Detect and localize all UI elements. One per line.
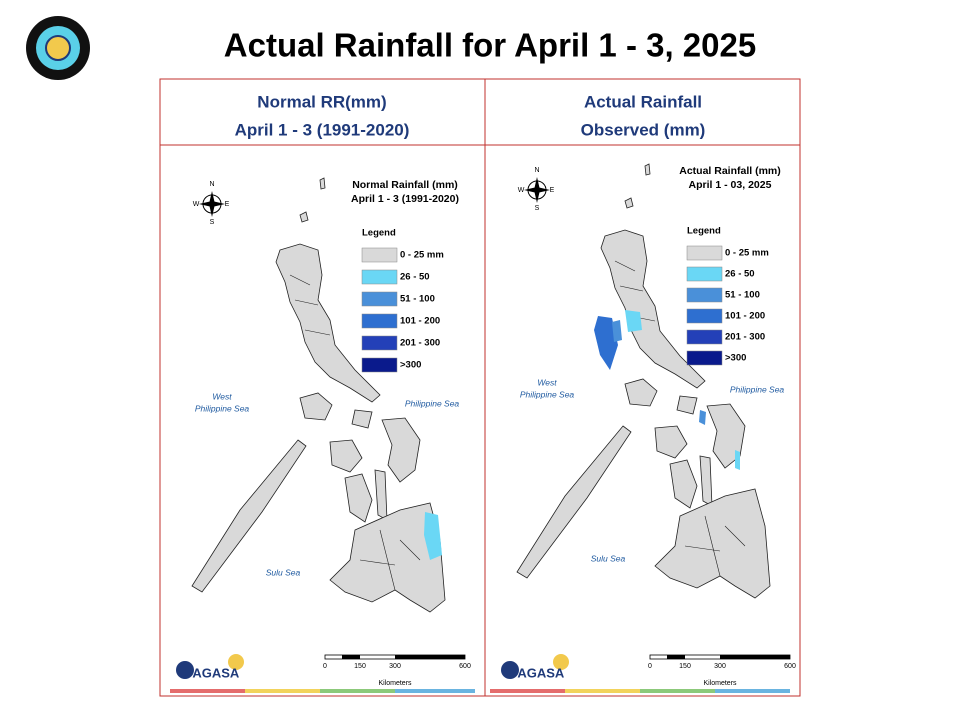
sea-label: Philippine Sea [520, 389, 575, 399]
compass-letter: S [535, 205, 540, 212]
footer-strip [170, 689, 790, 693]
scale-label: 150 [679, 663, 691, 670]
legend-label: 201 - 300 [725, 332, 765, 343]
scale-bar-fill [720, 655, 790, 659]
sea-label: Philippine Sea [405, 398, 460, 408]
compass-letter: N [209, 181, 214, 188]
legend-label: 26 - 50 [725, 269, 755, 280]
legend-swatch [361, 269, 398, 285]
compass-letter: E [550, 187, 555, 194]
scale-label: 300 [714, 663, 726, 670]
legend-swatch [361, 335, 398, 351]
compass-letter: S [210, 219, 215, 226]
scale-label: 150 [354, 663, 366, 670]
map-title: April 1 - 03, 2025 [689, 179, 772, 191]
panel-header: April 1 - 3 (1991-2020) [235, 120, 410, 139]
pagasa-logo-sun [228, 654, 244, 670]
legend-label: 0 - 25 mm [400, 250, 444, 261]
legend-label: 0 - 25 mm [725, 248, 769, 259]
legend-swatch [361, 291, 398, 307]
legend-swatch [686, 329, 723, 345]
compass [199, 191, 225, 217]
legend-label: 51 - 100 [400, 294, 435, 305]
scale-unit: Kilometers [378, 680, 412, 687]
pagasa-logo-sun [553, 654, 569, 670]
map-title: Normal Rainfall (mm) [352, 179, 458, 191]
legend-swatch [361, 313, 398, 329]
sea-label: Philippine Sea [730, 384, 785, 394]
slide-title: Actual Rainfall for April 1 - 3, 2025 [224, 27, 756, 64]
pagasa-logo: PAGASA [510, 665, 565, 680]
compass-letter: N [534, 167, 539, 174]
legend-title: Legend [687, 226, 721, 237]
scale-bar-fill [342, 655, 360, 659]
legend-swatch [361, 247, 398, 263]
rainfall-areas [424, 310, 740, 560]
compass-letter: W [518, 187, 525, 194]
compass [524, 177, 550, 203]
sea-label: Sulu Sea [591, 553, 626, 563]
panel-header: Normal RR(mm) [257, 92, 386, 111]
legend-swatch [686, 266, 723, 282]
scale-bar-fill [395, 655, 465, 659]
legend-label: >300 [400, 360, 421, 371]
legend-label: 201 - 300 [400, 338, 440, 349]
sea-label: West [212, 391, 232, 401]
scale-label: 0 [648, 663, 652, 670]
sea-label: Philippine Sea [195, 403, 250, 413]
panel-frames [159, 78, 801, 697]
sea-label: West [537, 377, 557, 387]
legend-swatch [686, 245, 723, 261]
legend-label: 26 - 50 [400, 272, 430, 283]
legend-swatch [686, 287, 723, 303]
legend-label: 101 - 200 [725, 311, 765, 322]
scale-label: 300 [389, 663, 401, 670]
legend-label: 101 - 200 [400, 316, 440, 327]
map-title: April 1 - 3 (1991-2020) [351, 193, 459, 205]
panel-header: Observed (mm) [581, 120, 706, 139]
legend-label: 51 - 100 [725, 290, 760, 301]
sea-label: Sulu Sea [266, 567, 301, 577]
compass-letter: E [225, 201, 230, 208]
scale-label: 600 [459, 663, 471, 670]
legend-title: Legend [362, 228, 396, 239]
scale-label: 0 [323, 663, 327, 670]
pagasa-logo: PAGASA [185, 665, 240, 680]
map-title: Actual Rainfall (mm) [679, 165, 781, 177]
scale-bar-fill [667, 655, 685, 659]
pagasa-logo-icon [176, 661, 194, 679]
panel-header: Actual Rainfall [584, 92, 702, 111]
scale-label: 600 [784, 663, 796, 670]
scale-unit: Kilometers [703, 680, 737, 687]
legend-swatch [361, 357, 398, 373]
compass-letter: W [193, 201, 200, 208]
legend-label: >300 [725, 353, 746, 364]
legend-swatch [686, 308, 723, 324]
legend-swatch [686, 350, 723, 366]
pagasa-logo-icon [501, 661, 519, 679]
logo [26, 16, 90, 80]
